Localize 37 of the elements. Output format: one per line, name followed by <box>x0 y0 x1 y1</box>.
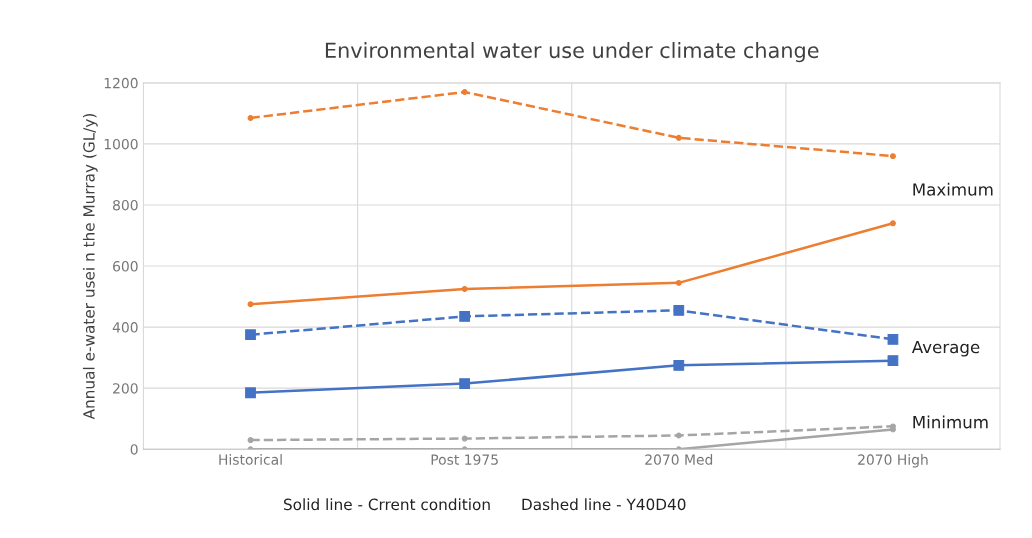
point <box>459 378 471 389</box>
point <box>245 329 256 341</box>
point <box>889 153 896 160</box>
point <box>673 304 685 316</box>
point <box>247 115 254 121</box>
point <box>459 311 471 322</box>
point <box>461 89 468 95</box>
y-tick-label: 1200 <box>104 77 138 89</box>
text: Solid line - Crrent condition <box>283 498 490 511</box>
point <box>675 134 682 141</box>
x-tick-label: 2070 High <box>858 454 928 468</box>
annotation: Minimum <box>913 415 988 429</box>
annotation: Average <box>911 340 980 357</box>
annotation: Maximum <box>913 182 993 196</box>
point <box>675 432 682 439</box>
text: Dashed line - Y40D40 <box>522 498 686 511</box>
y-tick-label: 400 <box>112 322 138 333</box>
y-axis-title: Annual e-water usei n the Murray (GL/y) <box>82 113 98 420</box>
point <box>461 285 468 292</box>
point <box>889 220 896 227</box>
point <box>247 301 254 308</box>
chart-title: Environmental water use under climate change <box>325 42 819 63</box>
x-tick-label: Historical <box>219 454 282 465</box>
point <box>887 333 899 345</box>
point <box>675 279 682 286</box>
y-tick-label: 0 <box>130 444 138 455</box>
x-tick-label: 2070 Med <box>645 454 713 465</box>
point <box>461 435 468 442</box>
point <box>245 387 256 399</box>
y-tick-label: 200 <box>113 383 138 394</box>
point <box>673 359 685 371</box>
y-tick-label: 800 <box>113 199 138 211</box>
y-tick-label: 1000 <box>104 138 138 150</box>
point <box>887 355 899 367</box>
x-tick-label: Post 1975 <box>431 454 498 465</box>
y-tick-label: 600 <box>113 261 138 272</box>
point <box>247 437 254 444</box>
